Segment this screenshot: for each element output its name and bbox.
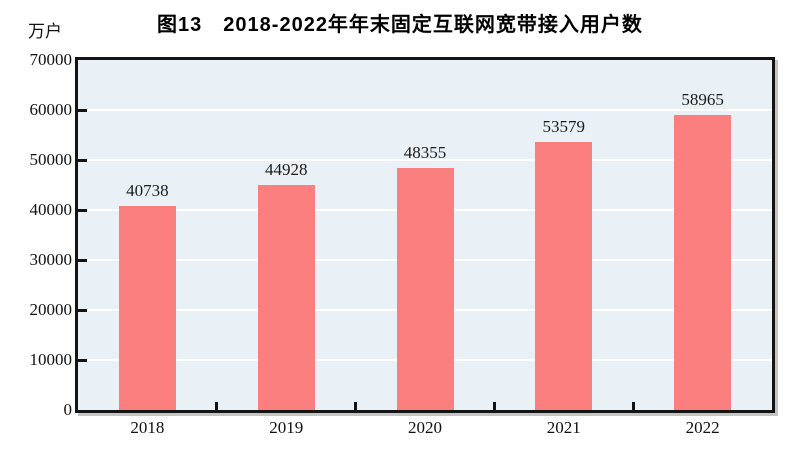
- bar-value-label: 58965: [681, 90, 724, 110]
- y-axis-tick: [78, 109, 87, 112]
- bar-value-label: 48355: [403, 143, 447, 163]
- bar-2022: [674, 115, 732, 410]
- x-axis-label: 2019: [269, 418, 304, 437]
- y-axis-tick: [78, 309, 87, 312]
- x-axis-tick: [354, 402, 358, 410]
- bar-value-label: 53579: [542, 117, 586, 137]
- bar-2019: [257, 185, 315, 410]
- x-axis-label: 2021: [546, 418, 581, 437]
- bar-2018: [118, 206, 176, 410]
- y-axis-label: 40000: [29, 200, 73, 219]
- bar-2021: [535, 142, 593, 410]
- y-axis-label: 10000: [29, 350, 73, 369]
- gridline: [78, 109, 772, 111]
- y-axis-tick: [78, 209, 87, 212]
- x-axis-tick: [492, 402, 496, 410]
- x-axis-label: 2018: [130, 418, 165, 437]
- y-axis-label: 30000: [29, 250, 73, 269]
- bar-value-label: 44928: [264, 160, 308, 180]
- x-axis-tick: [631, 402, 635, 410]
- y-axis-tick: [78, 359, 87, 362]
- bar-value-label: 40738: [126, 181, 169, 201]
- y-axis-label: 70000: [29, 50, 73, 69]
- chart-title: 图13 2018-2022年年末固定互联网宽带接入用户数: [157, 14, 643, 36]
- y-axis-label: 60000: [29, 100, 73, 119]
- y-axis-label: 20000: [29, 300, 73, 319]
- x-axis-label: 2020: [408, 418, 442, 437]
- y-axis-label: 0: [63, 400, 73, 419]
- y-axis-tick: [78, 259, 87, 262]
- x-axis-tick: [215, 402, 219, 410]
- bar-2020: [396, 168, 454, 410]
- plot-area: 40738 44928 48355 53579 58965: [75, 57, 775, 413]
- x-axis-label: 2022: [685, 418, 720, 437]
- y-axis-tick: [78, 159, 87, 162]
- y-axis-label: 50000: [29, 150, 73, 169]
- gridline: [78, 159, 772, 161]
- y-axis-unit-label: 万户: [28, 22, 62, 41]
